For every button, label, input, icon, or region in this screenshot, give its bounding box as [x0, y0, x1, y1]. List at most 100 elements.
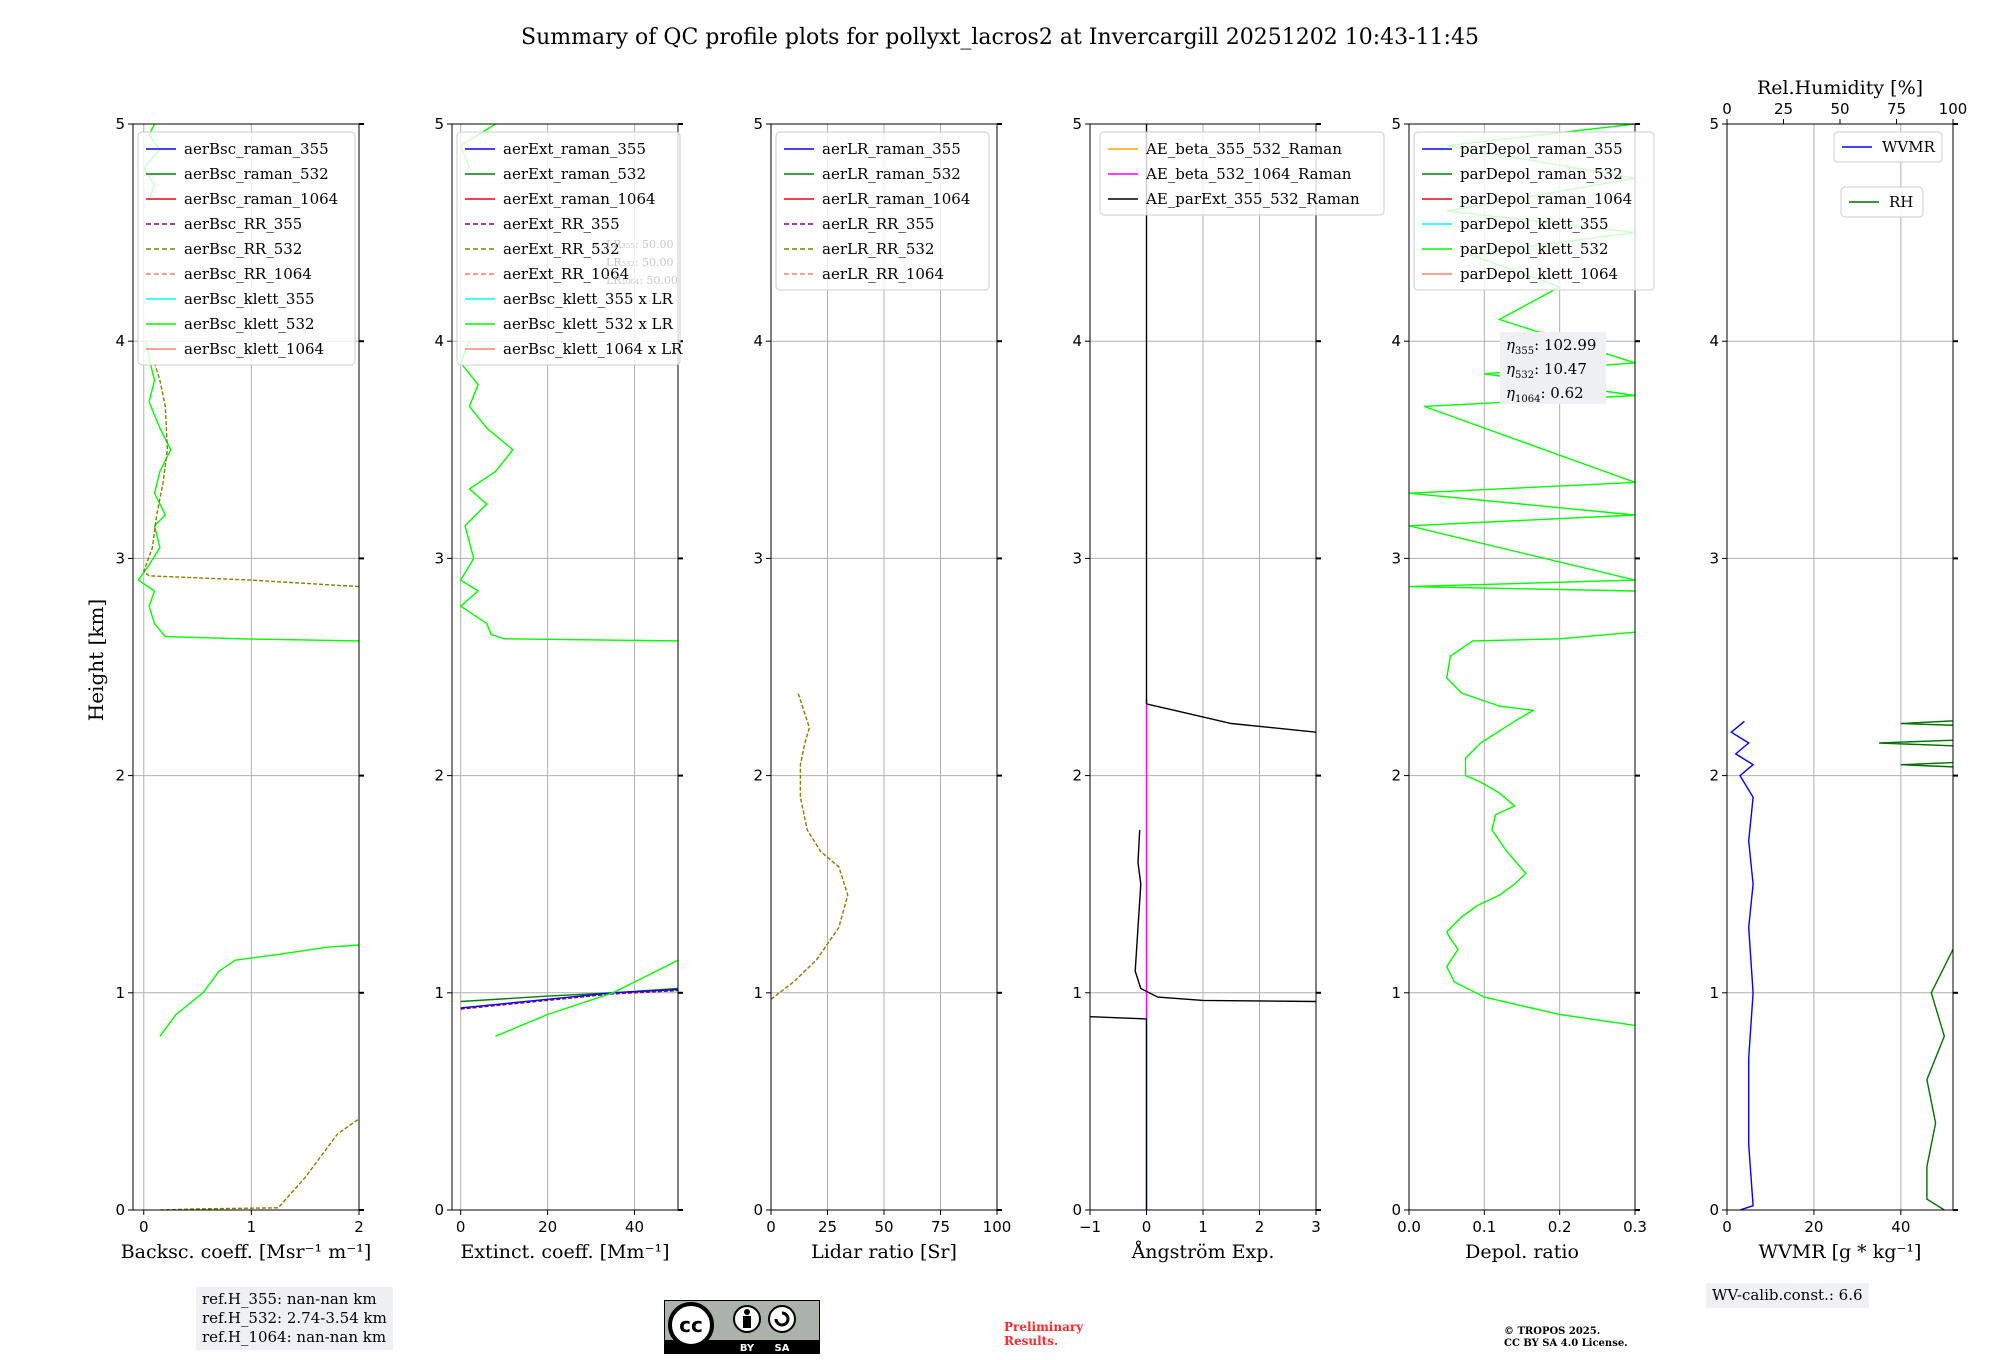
ytick-label-ae-5: 5	[1072, 115, 1082, 133]
xlabel-wv: WVMR [g * kg⁻¹]	[1759, 1241, 1922, 1263]
legend-label-lr-3: aerLR_RR_355	[822, 215, 934, 233]
cc-letters: cc	[679, 1313, 703, 1337]
ytick-label-ae-0: 0	[1072, 1201, 1082, 1219]
faded-lr-355: LR₃₅₅: 50.00	[606, 238, 674, 251]
ytick-label-bsc-4: 4	[115, 332, 125, 350]
ytick-label-ext-0: 0	[434, 1201, 444, 1219]
series-wv-0	[1730, 720, 1755, 1210]
xtick-label-depol-3: 0.3	[1623, 1218, 1647, 1236]
ytick-label-ext-1: 1	[434, 984, 444, 1002]
ytick-label-wv-2: 2	[1709, 767, 1719, 785]
xtick-label-depol-1: 0.1	[1472, 1218, 1496, 1236]
xtick-label-wv-1: 20	[1804, 1218, 1823, 1236]
legend-label-bsc-1: aerBsc_raman_532	[184, 165, 329, 183]
copyright-line-2: CC BY SA 4.0 License.	[1504, 1338, 1628, 1349]
ytick-label-depol-1: 1	[1391, 984, 1401, 1002]
series-wv-1	[1879, 720, 1953, 1210]
xlabel-depol: Depol. ratio	[1465, 1241, 1579, 1263]
ytick-label-lr-0: 0	[753, 1201, 763, 1219]
legend-label-depol-2: parDepol_raman_1064	[1460, 190, 1632, 208]
preliminary-line-2: Results.	[1004, 1334, 1059, 1348]
eta-box-bg	[1500, 332, 1606, 404]
ref-height-532: ref.H_532: 2.74-3.54 km	[202, 1309, 387, 1327]
legend-label-depol-3: parDepol_klett_355	[1460, 215, 1609, 233]
ytick-label-ae-2: 2	[1072, 767, 1082, 785]
legend-wv: WVMR RH	[1833, 131, 1943, 218]
xtick-label-ae-3: 2	[1255, 1218, 1265, 1236]
xtick-label-lr-4: 100	[983, 1218, 1012, 1236]
legend-label-bsc-4: aerBsc_RR_532	[184, 240, 302, 258]
ytick-label-bsc-5: 5	[115, 115, 125, 133]
xtick-label-ext-0: 0	[456, 1218, 466, 1236]
series-group-wv	[1730, 720, 1953, 1210]
series-bsc-1	[137, 341, 359, 642]
frame-wv	[1726, 123, 1954, 1211]
legend-bsc: aerBsc_raman_355 aerBsc_raman_532 aerBsc_r…	[137, 131, 356, 366]
xtick-label-ae-4: 3	[1311, 1218, 1321, 1236]
faded-lr-labels: LR₃₅₅: 50.00 LR₅₃₂: 50.00 LR₁₀₆₄: 50.00	[606, 238, 678, 287]
ytick-label-lr-2: 2	[753, 767, 763, 785]
legend-label-bsc-0: aerBsc_raman_355	[184, 140, 329, 158]
legend-box-ext	[456, 131, 681, 366]
xtick-label-bsc-1: 1	[247, 1218, 257, 1236]
xtick-label-lr-1: 25	[818, 1218, 837, 1236]
legend-label-bsc-3: aerBsc_RR_355	[184, 215, 302, 233]
xtick-label-wv-0: 0	[1722, 1218, 1732, 1236]
legend-label-depol-4: parDepol_klett_532	[1460, 240, 1609, 258]
ytick-label-wv-5: 5	[1709, 115, 1719, 133]
xlabel-ae: Ångström Exp.	[1131, 1241, 1275, 1263]
sa-arrow	[774, 1311, 790, 1327]
by-person-head	[744, 1309, 750, 1315]
by-person-body	[743, 1316, 751, 1328]
series-group-ae	[1090, 124, 1316, 1210]
xlabel-bsc: Backsc. coeff. [Msr⁻¹ m⁻¹]	[121, 1241, 372, 1263]
legend-box-bsc	[137, 131, 356, 366]
ytick-label-wv-3: 3	[1709, 549, 1719, 567]
legend-box-wv-1	[1840, 186, 1924, 218]
series-ae-2	[1134, 829, 1316, 1003]
xtick-label-ext-1: 20	[538, 1218, 557, 1236]
ytick-label-lr-5: 5	[753, 115, 763, 133]
top-xtick-label-wv-2: 50	[1830, 100, 1849, 118]
legend-ae: AE_beta_355_532_Raman AE_beta_532_1064_Ra…	[1099, 131, 1385, 216]
legend-label-ae-1: AE_beta_532_1064_Raman	[1145, 165, 1352, 183]
legend-label-bsc-6: aerBsc_klett_355	[184, 290, 315, 308]
legend-label-wv-1: RH	[1889, 193, 1913, 211]
frame-depol	[1408, 123, 1636, 1211]
series-ae-1	[1090, 1016, 1148, 1210]
legend-label-lr-4: aerLR_RR_532	[822, 240, 934, 258]
legend-label-wv-0: WVMR	[1882, 138, 1936, 156]
legend-label-lr-2: aerLR_raman_1064	[822, 190, 970, 208]
y-axis-label: Height [km]	[84, 599, 108, 721]
legend-box-lr	[775, 131, 990, 291]
panel-wv: 0 20 40 0 1 2 3 4 5 WVMR [g * kg⁻¹] 0 25 50 75 100 Rel.…	[1709, 77, 1967, 1263]
series-group-lr	[771, 692, 849, 1000]
figure-title: Summary of QC profile plots for pollyxt_…	[521, 25, 1479, 50]
ytick-label-lr-4: 4	[753, 332, 763, 350]
xtick-label-lr-0: 0	[766, 1218, 776, 1236]
xtick-label-ae-2: 1	[1198, 1218, 1208, 1236]
preliminary-results-note: Preliminary Results.	[1004, 1320, 1083, 1348]
ytick-label-bsc-0: 0	[115, 1201, 125, 1219]
series-ext-1	[460, 988, 678, 1009]
xtick-label-wv-2: 40	[1891, 1218, 1910, 1236]
top-xtick-label-wv-1: 25	[1774, 100, 1793, 118]
legend-box-depol	[1413, 131, 1655, 291]
badge-by-text: BY	[740, 1343, 755, 1354]
legend-lr: aerLR_raman_355 aerLR_raman_532 aerLR_rama…	[775, 131, 990, 291]
legend-label-lr-1: aerLR_raman_532	[822, 165, 961, 183]
preliminary-line-1: Preliminary	[1004, 1320, 1084, 1334]
xtick-label-ae-0: −1	[1079, 1218, 1101, 1236]
ytick-label-depol-4: 4	[1391, 332, 1401, 350]
ytick-label-depol-3: 3	[1391, 549, 1401, 567]
series-bsc-3	[159, 1118, 359, 1210]
legend-label-lr-0: aerLR_raman_355	[822, 140, 961, 158]
ytick-label-lr-1: 1	[753, 984, 763, 1002]
legend-label-bsc-5: aerBsc_RR_1064	[184, 265, 312, 283]
series-ext-2	[460, 989, 678, 1010]
series-depol-0	[1445, 631, 1635, 1027]
cc-circle-icon	[668, 1302, 714, 1348]
wv-calibration-box: WV-calib.const.: 6.6	[1706, 1283, 1869, 1308]
series-bsc-4	[142, 362, 359, 588]
